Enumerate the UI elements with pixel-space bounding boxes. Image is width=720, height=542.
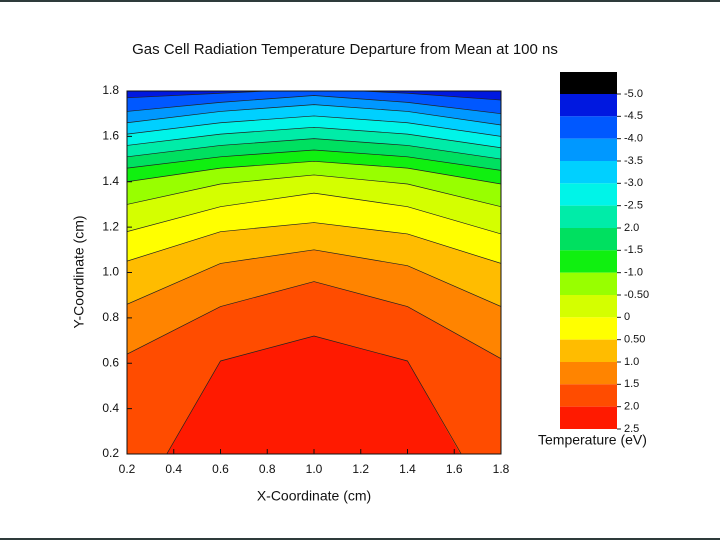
contour-line (127, 95, 501, 115)
contour-line (127, 192, 501, 235)
contour-line (127, 115, 501, 137)
colorbar-tick-label: -0.50 (624, 289, 649, 301)
colorbar-band (560, 362, 617, 385)
colorbar-band (560, 94, 617, 117)
colorbar-tick-label: -3.5 (624, 155, 643, 167)
colorbar-band (560, 138, 617, 161)
contour-line (127, 222, 501, 264)
x-tick-label: 1.4 (399, 462, 416, 476)
colorbar-tick-label: 0.50 (624, 334, 645, 346)
y-tick-label: 0.2 (102, 446, 119, 460)
colorbar-tick-label: -4.5 (624, 110, 643, 122)
colorbar-tick-label: -4.0 (624, 133, 643, 145)
contour-area (127, 91, 501, 454)
contour-line (127, 281, 501, 360)
colorbar-band (560, 116, 617, 139)
contour-line (127, 249, 501, 307)
colorbar-tick-label: 0 (624, 311, 630, 323)
x-tick-label: 0.4 (165, 462, 182, 476)
x-tick-label: 1.2 (352, 462, 369, 476)
x-tick-label: 0.8 (259, 462, 276, 476)
colorbar-tick-label: 2.0 (624, 222, 639, 234)
colorbar-tick-label: -2.5 (624, 200, 643, 212)
x-tick-label: 0.2 (119, 462, 136, 476)
y-tick-label: 0.4 (102, 401, 119, 415)
x-tick-label: 1.6 (446, 462, 463, 476)
y-tick-label: 1.2 (102, 219, 119, 233)
colorbar-band (560, 183, 617, 206)
x-tick-label: 1.0 (306, 462, 323, 476)
contour-band (127, 91, 501, 114)
contour-line (127, 174, 501, 208)
colorbar-band (560, 272, 617, 295)
y-axis-label: Y-Coordinate (cm) (71, 215, 87, 328)
colorbar-band (560, 317, 617, 340)
colorbar-tick-label: 2.5 (624, 423, 639, 435)
y-tick-label: 1.0 (102, 265, 119, 279)
colorbar-tick-label: 1.5 (624, 378, 639, 390)
contour-line (127, 104, 501, 126)
y-tick-label: 1.6 (102, 129, 119, 143)
contour-line (127, 91, 501, 101)
x-tick-label: 0.6 (212, 462, 229, 476)
contour-line (127, 138, 501, 160)
colorbar-tick-label: -1.5 (624, 244, 643, 256)
colorbar-band (560, 250, 617, 273)
colorbar-label: Temperature (eV) (538, 432, 647, 448)
x-tick-label: 1.8 (493, 462, 510, 476)
y-tick-label: 0.8 (102, 310, 119, 324)
colorbar-band (560, 384, 617, 407)
y-tick-label: 1.4 (102, 174, 119, 188)
contour-line (127, 149, 501, 171)
x-axis-label: X-Coordinate (cm) (257, 488, 371, 504)
colorbar-band (560, 295, 617, 318)
colorbar-tick-label: -1.0 (624, 267, 643, 279)
colorbar-band (560, 228, 617, 251)
colorbar-band (560, 406, 617, 429)
colorbar-tick-label: 1.0 (624, 356, 639, 368)
colorbar-band (560, 161, 617, 184)
colorbar-tick-label: -5.0 (624, 88, 643, 100)
colorbar-band (560, 339, 617, 362)
contour-line (127, 160, 501, 185)
colorbar-tick-label: -3.0 (624, 177, 643, 189)
colorbar-band (560, 205, 617, 228)
contour-line (127, 126, 501, 149)
y-tick-label: 1.8 (102, 83, 119, 97)
y-tick-label: 0.6 (102, 355, 119, 369)
colorbar-tick-label: 2.0 (624, 401, 639, 413)
contour-line (166, 335, 462, 454)
colorbar-band (560, 72, 617, 94)
chart-title: Gas Cell Radiation Temperature Departure… (132, 41, 558, 58)
